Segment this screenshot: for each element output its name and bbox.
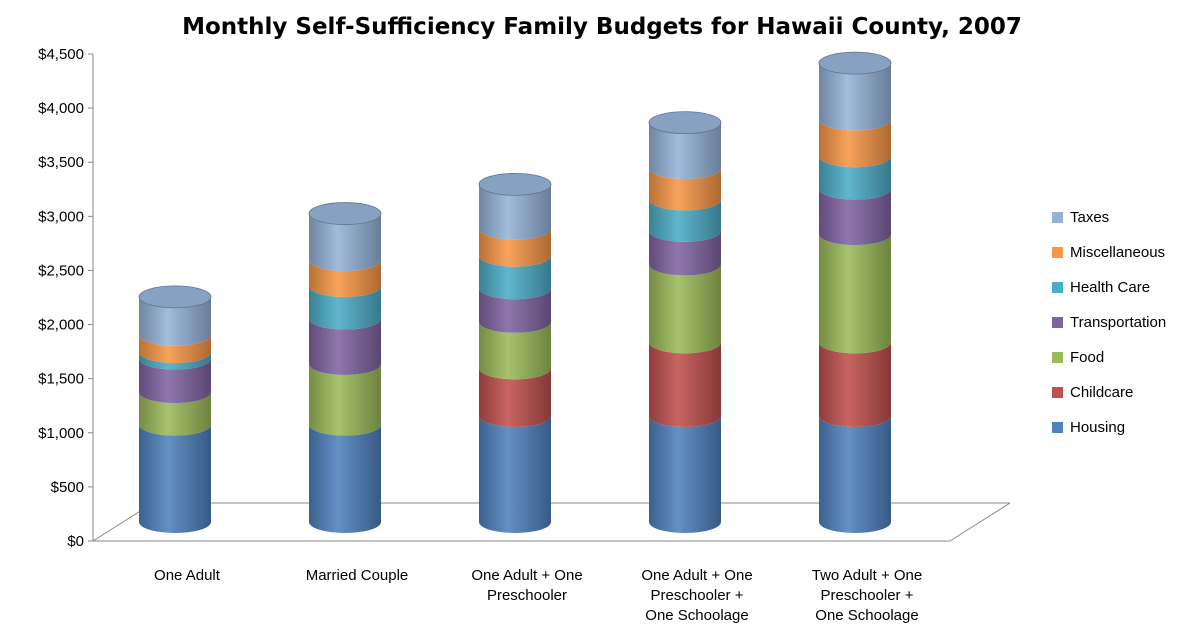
legend-label: Food: [1070, 349, 1105, 366]
legend-label: Taxes: [1070, 209, 1110, 226]
legend-label: Miscellaneous: [1070, 244, 1166, 261]
bar-segment-miscellaneous: [819, 119, 891, 168]
legend-item: Childcare: [1052, 375, 1166, 410]
legend: Taxes Miscellaneous Health Care Transportat…: [1052, 200, 1166, 445]
chart-title: Monthly Self-Sufficiency Family Budgets …: [182, 14, 1022, 40]
bar-segment-food: [479, 321, 551, 380]
bar-top-cap: [478, 172, 552, 196]
x-tick-label: Married Couple: [306, 567, 409, 584]
legend-swatch: [1052, 352, 1063, 363]
y-tick-label: $1,000: [38, 425, 84, 442]
bar-segment-taxes: [819, 63, 891, 131]
bar-segment-housing: [479, 415, 551, 533]
bar-segment-transportation: [309, 318, 381, 375]
bar-top-cap: [308, 202, 382, 225]
bar-top-cap: [138, 285, 212, 309]
legend-label: Health Care: [1070, 279, 1151, 296]
x-tick-label: One Adult + One Preschooler + One Schoolag…: [641, 567, 752, 624]
legend-swatch: [1052, 212, 1063, 223]
bar-segment-childcare: [649, 342, 721, 427]
bar-segment-miscellaneous: [309, 260, 381, 298]
y-tick-label: $3,000: [38, 208, 84, 225]
bar-top-cap: [818, 51, 892, 75]
legend-item: Taxes: [1052, 200, 1166, 235]
bar-segment-food: [139, 392, 211, 436]
bar-segment-health-care: [139, 352, 211, 370]
y-tick-label: $4,000: [38, 100, 84, 117]
bar-segment-miscellaneous: [649, 168, 721, 211]
y-tick-label: $2,000: [38, 317, 84, 334]
bar-segment-housing: [819, 415, 891, 533]
bar-segment-housing: [649, 415, 721, 533]
legend-swatch: [1052, 387, 1063, 398]
bar-segment-health-care: [819, 156, 891, 200]
y-axis: $0 $500 $1,000 $1,500 $2,000 $2,500 $3,000 $3,5…: [38, 46, 94, 550]
legend-item: Housing: [1052, 410, 1166, 445]
bar-segment-housing: [309, 424, 381, 533]
bar-segment-health-care: [479, 255, 551, 300]
legend-item: Food: [1052, 340, 1166, 375]
y-tick-label: $2,500: [38, 262, 84, 279]
y-tick-label: $3,500: [38, 154, 84, 171]
legend-swatch: [1052, 247, 1063, 258]
bar-segment-housing: [139, 424, 211, 533]
legend-item: Transportation: [1052, 305, 1166, 340]
bar-segment-childcare: [479, 368, 551, 427]
legend-label: Childcare: [1070, 384, 1134, 401]
bar-segment-taxes: [479, 184, 551, 240]
bar-segment-transportation: [479, 288, 551, 333]
bar-segment-miscellaneous: [139, 334, 211, 364]
y-tick-label: $1,500: [38, 371, 84, 388]
x-axis-labels: One Adult Married Couple One Adult + One Pr…: [154, 567, 922, 624]
bar-segment-taxes: [309, 213, 381, 272]
legend-item: Miscellaneous: [1052, 235, 1166, 270]
bar-segment-food: [309, 363, 381, 436]
bar-segment-taxes: [649, 122, 721, 180]
bar-segment-transportation: [819, 188, 891, 246]
bar-segment-childcare: [819, 342, 891, 427]
bar-top-cap: [648, 111, 722, 135]
legend-item: Health Care: [1052, 270, 1166, 305]
y-tick-label: $4,500: [38, 46, 84, 63]
bar-segment-miscellaneous: [479, 228, 551, 267]
bar-segment-taxes: [139, 296, 211, 346]
legend-swatch: [1052, 422, 1063, 433]
bar-segment-food: [819, 234, 891, 354]
bars: [138, 51, 892, 533]
legend-label: Housing: [1070, 419, 1126, 436]
bar-segment-transportation: [139, 358, 211, 404]
y-tick-label: $500: [51, 479, 84, 496]
bar-segment-transportation: [649, 230, 721, 276]
x-tick-label: Two Adult + One Preschooler + One Schoolag…: [812, 567, 923, 624]
legend-swatch: [1052, 282, 1063, 293]
bar-segment-food: [649, 264, 721, 354]
legend-swatch: [1052, 317, 1063, 328]
y-tick-label: $0: [67, 533, 84, 550]
bar-segment-health-care: [309, 286, 381, 330]
legend-label: Transportation: [1070, 314, 1167, 331]
x-tick-label: One Adult: [154, 567, 221, 584]
bar-segment-health-care: [649, 199, 721, 242]
x-tick-label: One Adult + One Preschooler: [471, 567, 582, 604]
